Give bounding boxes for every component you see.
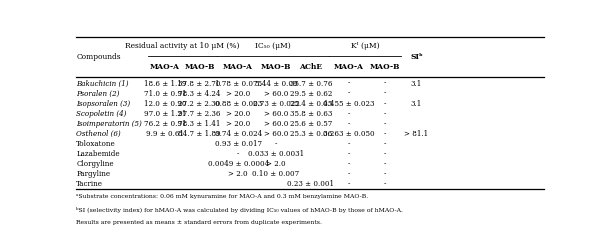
Text: -: -	[384, 170, 385, 178]
Text: 97.7 ± 2.36: 97.7 ± 2.36	[178, 110, 221, 118]
Text: -: -	[347, 170, 350, 178]
Text: > 60.0: > 60.0	[264, 110, 288, 118]
Text: -: -	[384, 140, 385, 148]
Text: > 2.0: > 2.0	[228, 170, 248, 178]
Text: 25.3 ± 0.36: 25.3 ± 0.36	[290, 130, 332, 138]
Text: 0.74 ± 0.024: 0.74 ± 0.024	[214, 130, 262, 138]
Text: 71.0 ± 0.91: 71.0 ± 0.91	[144, 90, 187, 98]
Text: -: -	[384, 130, 385, 138]
Text: 0.10 ± 0.007: 0.10 ± 0.007	[252, 170, 300, 178]
Text: -: -	[347, 90, 350, 98]
Text: Lazabemide: Lazabemide	[77, 150, 120, 158]
Text: -: -	[347, 140, 350, 148]
Text: MAO-B: MAO-B	[261, 62, 291, 70]
Text: 2.73 ± 0.022: 2.73 ± 0.022	[252, 100, 300, 108]
Text: Toloxatone: Toloxatone	[77, 140, 116, 148]
Text: -: -	[275, 140, 277, 148]
Text: -: -	[237, 150, 239, 158]
Text: -: -	[384, 120, 385, 128]
Text: -: -	[347, 160, 350, 168]
Text: 0.93 ± 0.017: 0.93 ± 0.017	[214, 140, 262, 148]
Text: 3.1: 3.1	[411, 100, 422, 108]
Text: 5.44 ± 0.09: 5.44 ± 0.09	[255, 80, 297, 88]
Text: > 60.0: > 60.0	[264, 90, 288, 98]
Text: 35.8 ± 0.63: 35.8 ± 0.63	[290, 110, 332, 118]
Text: -: -	[384, 150, 385, 158]
Text: 37.8 ± 2.70: 37.8 ± 2.70	[178, 80, 221, 88]
Text: -: -	[347, 150, 350, 158]
Text: > 81.1: > 81.1	[405, 130, 429, 138]
Text: IC₅₀ (μM): IC₅₀ (μM)	[255, 42, 291, 50]
Text: Isoimperatorin (5): Isoimperatorin (5)	[77, 120, 142, 128]
Text: -: -	[384, 90, 385, 98]
Text: 29.5 ± 0.62: 29.5 ± 0.62	[290, 90, 332, 98]
Text: 9.9 ± 0.61: 9.9 ± 0.61	[146, 130, 184, 138]
Text: Isopsoralen (3): Isopsoralen (3)	[77, 100, 130, 108]
Text: 12.0 ± 0.90: 12.0 ± 0.90	[144, 100, 187, 108]
Text: 76.2 ± 0.91: 76.2 ± 0.91	[144, 120, 187, 128]
Text: 1.78 ± 0.075: 1.78 ± 0.075	[214, 80, 262, 88]
Text: > 20.0: > 20.0	[226, 120, 250, 128]
Text: -: -	[384, 110, 385, 118]
Text: ᵇSI (selectivity index) for hMAO-A was calculated by dividing IC₅₀ values of hMA: ᵇSI (selectivity index) for hMAO-A was c…	[76, 207, 403, 213]
Text: 0.88 ± 0.003: 0.88 ± 0.003	[214, 100, 262, 108]
Text: Residual activity at 10 μM (%): Residual activity at 10 μM (%)	[125, 42, 240, 50]
Text: 0.23 ± 0.001: 0.23 ± 0.001	[288, 180, 335, 188]
Text: 78.3 ± 4.24: 78.3 ± 4.24	[178, 90, 221, 98]
Text: SIᵇ: SIᵇ	[410, 53, 423, 61]
Text: Results are presented as means ± standard errors from duplicate experiments.: Results are presented as means ± standar…	[76, 220, 322, 225]
Text: -: -	[384, 180, 385, 188]
Text: -: -	[384, 160, 385, 168]
Text: Osthenol (6): Osthenol (6)	[77, 130, 121, 138]
Text: Tacrine: Tacrine	[77, 180, 103, 188]
Text: MAO-A: MAO-A	[333, 62, 364, 70]
Text: Bakuchicin (1): Bakuchicin (1)	[77, 80, 129, 88]
Text: AChE: AChE	[300, 62, 323, 70]
Text: -: -	[347, 80, 350, 88]
Text: 78.3 ± 1.41: 78.3 ± 1.41	[178, 120, 220, 128]
Text: ᵃSubstrate concentrations: 0.06 mM kynuramine for MAO-A and 0.3 mM benzylamine M: ᵃSubstrate concentrations: 0.06 mM kynur…	[76, 194, 368, 198]
Text: Pargyline: Pargyline	[77, 170, 111, 178]
Text: Kᴵ (μM): Kᴵ (μM)	[351, 42, 379, 50]
Text: 0.0049 ± 0.0004: 0.0049 ± 0.0004	[208, 160, 269, 168]
Text: 18.6 ± 1.19: 18.6 ± 1.19	[144, 80, 186, 88]
Text: 25.4 ± 0.45: 25.4 ± 0.45	[290, 100, 332, 108]
Text: 0.033 ± 0.0031: 0.033 ± 0.0031	[248, 150, 304, 158]
Text: > 20.0: > 20.0	[226, 110, 250, 118]
Text: -: -	[347, 120, 350, 128]
Text: 35.7 ± 0.76: 35.7 ± 0.76	[290, 80, 332, 88]
Text: Compounds: Compounds	[77, 53, 121, 61]
Text: MAO-B: MAO-B	[184, 62, 215, 70]
Text: Scopoletin (4): Scopoletin (4)	[77, 110, 127, 118]
Text: -: -	[384, 100, 385, 108]
Text: 25.6 ± 0.57: 25.6 ± 0.57	[290, 120, 332, 128]
Text: -: -	[347, 180, 350, 188]
Text: > 60.0: > 60.0	[264, 130, 288, 138]
Text: -: -	[347, 110, 350, 118]
Text: 97.0 ± 1.21: 97.0 ± 1.21	[144, 110, 186, 118]
Text: 0.263 ± 0.050: 0.263 ± 0.050	[323, 130, 374, 138]
Text: Clorgyline: Clorgyline	[77, 160, 114, 168]
Text: 84.7 ± 1.89: 84.7 ± 1.89	[178, 130, 221, 138]
Text: -: -	[384, 80, 385, 88]
Text: MAO-B: MAO-B	[369, 62, 400, 70]
Text: > 60.0: > 60.0	[264, 120, 288, 128]
Text: > 20.0: > 20.0	[226, 90, 250, 98]
Text: 3.1: 3.1	[411, 80, 422, 88]
Text: MAO-A: MAO-A	[150, 62, 180, 70]
Text: Psoralen (2): Psoralen (2)	[77, 90, 120, 98]
Text: 27.2 ± 2.30: 27.2 ± 2.30	[178, 100, 220, 108]
Text: 0.455 ± 0.023: 0.455 ± 0.023	[323, 100, 374, 108]
Text: MAO-A: MAO-A	[223, 62, 253, 70]
Text: > 2.0: > 2.0	[266, 160, 286, 168]
